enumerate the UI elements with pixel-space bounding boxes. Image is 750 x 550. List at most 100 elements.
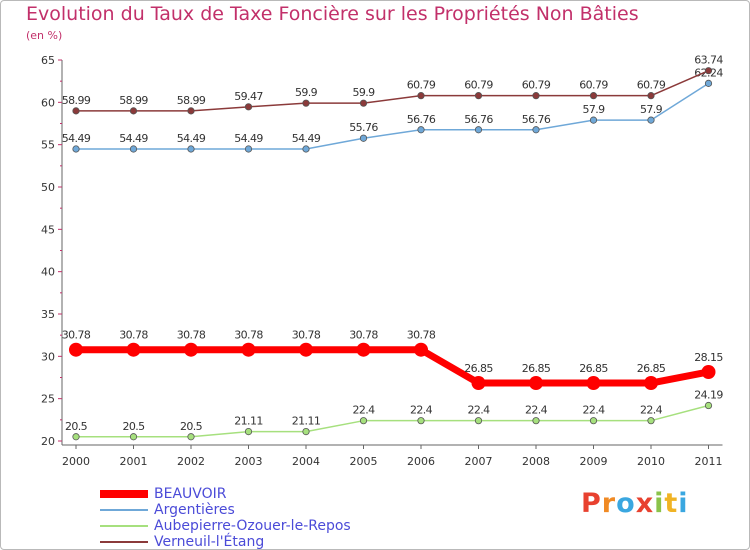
data-label: 30.78 (62, 329, 91, 342)
data-label: 54.49 (292, 132, 321, 145)
data-point (359, 134, 368, 142)
legend-swatch (100, 525, 148, 527)
data-label: 60.79 (522, 79, 551, 92)
y-tick-label: 35 (41, 308, 55, 321)
series-line-aubepierre-ozouer-le-repos (76, 404, 709, 438)
data-label: 28.15 (694, 351, 723, 364)
data-label: 30.78 (407, 329, 436, 342)
data-label: 58.99 (119, 94, 148, 107)
data-point (129, 433, 138, 441)
data-point (532, 126, 540, 134)
data-label: 22.4 (467, 404, 490, 417)
y-tick-label: 30 (41, 350, 55, 363)
data-point (589, 417, 598, 425)
x-tick-label: 2004 (292, 455, 320, 468)
data-point (704, 401, 713, 410)
legend-item: Argentières (100, 502, 351, 518)
data-label: 55.76 (349, 121, 378, 134)
data-label: 22.4 (352, 404, 375, 417)
data-label: 26.85 (522, 362, 551, 375)
chart-title: Evolution du Taux de Taxe Foncière sur l… (26, 3, 639, 25)
legend-label: BEAUVOIR (154, 486, 227, 502)
data-point (529, 376, 543, 391)
data-point (647, 116, 655, 124)
data-label: 54.49 (234, 132, 263, 145)
data-label: 30.78 (234, 329, 263, 342)
logo-letter: r (601, 488, 617, 519)
x-tick-label: 2000 (62, 455, 90, 468)
data-label: 20.5 (65, 420, 88, 433)
data-point (72, 107, 80, 115)
x-tick-label: 2005 (350, 455, 378, 468)
x-tick-label: 2003 (235, 455, 263, 468)
data-point (69, 342, 83, 357)
data-label: 22.4 (525, 404, 548, 417)
data-point (126, 342, 141, 357)
data-point (244, 428, 253, 436)
data-label: 60.79 (464, 79, 493, 92)
data-point (417, 126, 425, 134)
data-label: 30.78 (349, 329, 378, 342)
logo-letter: x (635, 488, 655, 519)
series-line-beauvoir (76, 346, 710, 387)
logo-letter: o (616, 488, 636, 519)
data-point (474, 126, 483, 134)
legend: BEAUVOIR Argentières Aubepierre-Ozouer-le-… (100, 486, 351, 550)
data-label: 22.4 (582, 404, 605, 417)
y-tick-label: 60 (41, 96, 55, 109)
data-point (302, 99, 310, 107)
legend-label: Aubepierre-Ozouer-le-Repos (154, 518, 351, 534)
x-tick-label: 2002 (177, 455, 205, 468)
data-point (244, 103, 253, 111)
legend-label: Verneuil-l'Étang (154, 534, 265, 550)
data-label: 30.78 (292, 329, 321, 342)
data-label: 56.76 (522, 113, 551, 126)
data-label: 26.85 (464, 362, 493, 375)
logo-letter: i (654, 488, 665, 519)
data-point (532, 92, 540, 100)
data-point (187, 145, 195, 153)
data-label: 60.79 (637, 79, 666, 92)
series-line-verneuil-l-tang (76, 69, 709, 112)
logo-letter: t (664, 488, 679, 519)
data-label: 59.9 (295, 86, 318, 99)
logo-letter: P (581, 488, 602, 519)
data-point (359, 417, 368, 425)
data-label: 58.99 (177, 94, 206, 107)
data-point (414, 342, 428, 357)
x-tick-label: 2006 (407, 455, 435, 468)
data-point (302, 428, 310, 436)
data-point (72, 145, 80, 153)
data-point (187, 107, 195, 115)
data-point (417, 92, 425, 100)
data-point (244, 145, 253, 153)
data-point (532, 417, 540, 425)
y-tick-label: 45 (41, 223, 55, 236)
data-label: 54.49 (119, 132, 148, 145)
data-label: 30.78 (119, 329, 148, 342)
data-label: 54.49 (177, 132, 206, 145)
data-label: 30.78 (177, 329, 206, 342)
data-label: 54.49 (62, 132, 91, 145)
data-point (704, 79, 713, 87)
x-tick-label: 2008 (522, 455, 550, 468)
legend-item: Verneuil-l'Étang (100, 534, 351, 550)
data-point (129, 107, 138, 115)
x-tick-label: 2010 (637, 455, 665, 468)
y-tick-label: 20 (41, 435, 55, 448)
logo-letter: i (678, 488, 689, 519)
y-tick-label: 40 (41, 266, 55, 279)
data-point (471, 376, 486, 391)
data-label: 56.76 (407, 113, 436, 126)
legend-swatch (100, 509, 148, 511)
x-tick-label: 2007 (465, 455, 493, 468)
data-point (589, 92, 598, 100)
data-label: 59.9 (352, 86, 375, 99)
data-point (644, 376, 658, 391)
data-point (704, 67, 713, 75)
legend-swatch (100, 490, 148, 498)
data-point (302, 145, 310, 153)
data-label: 56.76 (464, 113, 493, 126)
data-label: 59.47 (234, 90, 263, 103)
